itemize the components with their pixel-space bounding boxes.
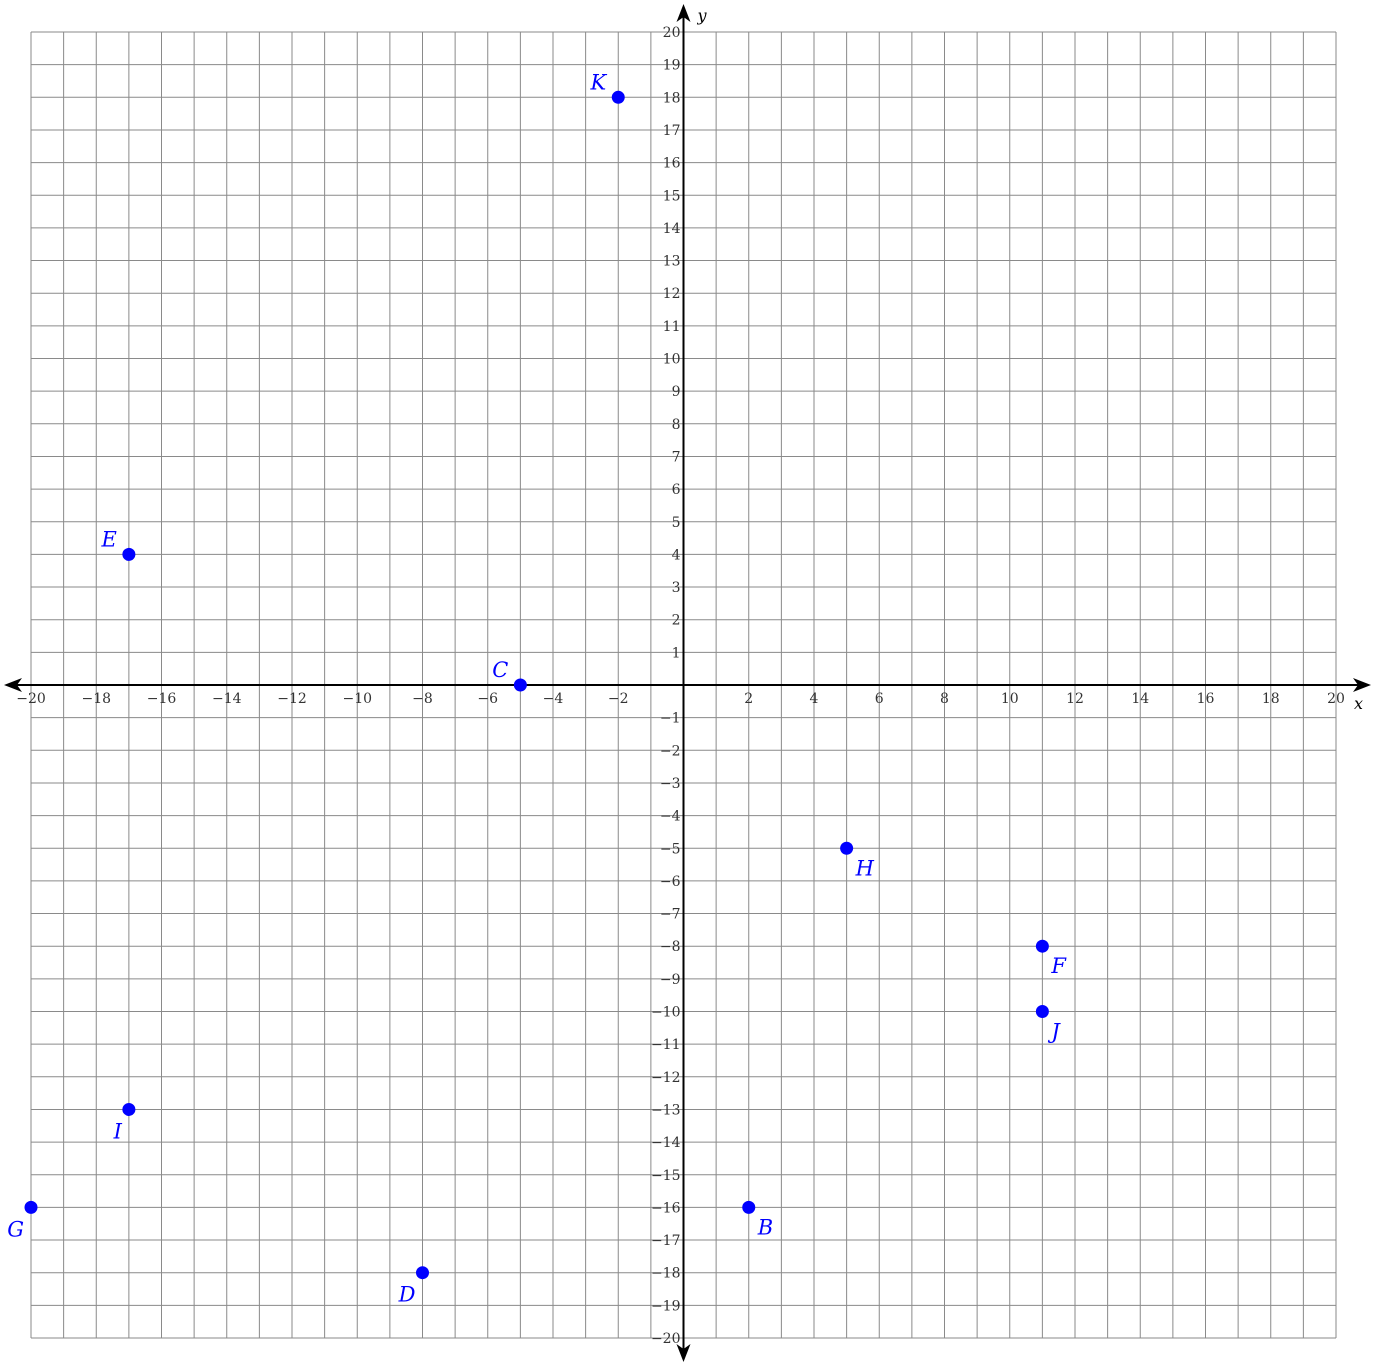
x-tick-label: 12 [1066, 691, 1084, 707]
y-tick-label: −3 [660, 776, 681, 792]
point-label-e: E [101, 527, 117, 551]
y-tick-label: −4 [660, 809, 681, 825]
y-tick-label: −19 [651, 1298, 681, 1314]
x-tick-label: 16 [1197, 691, 1215, 707]
y-tick-label: −5 [660, 841, 681, 857]
x-tick-label: 2 [744, 691, 753, 707]
x-tick-label: 20 [1327, 691, 1345, 707]
y-tick-label: 8 [672, 417, 681, 433]
y-tick-label: 16 [663, 156, 681, 172]
y-tick-label: 9 [672, 384, 681, 400]
data-points: K E C H F J I G B D [7, 70, 1067, 1306]
y-tick-label: −20 [651, 1331, 681, 1347]
point-label-g: G [7, 1217, 24, 1241]
y-tick-label: −16 [651, 1200, 681, 1216]
y-tick-label: −12 [651, 1070, 681, 1086]
axes [4, 4, 1371, 1362]
x-tick-label: 10 [1001, 691, 1019, 707]
x-tick-label: −18 [81, 691, 111, 707]
y-tick-label: 19 [663, 58, 681, 74]
y-tick-label: −15 [651, 1168, 681, 1184]
point-label-d: D [398, 1283, 416, 1307]
point-k [611, 90, 625, 104]
point-h [840, 841, 854, 855]
y-tick-label: 14 [663, 221, 681, 237]
y-tick-label: 15 [663, 188, 681, 204]
point-label-c: C [492, 658, 508, 682]
x-tick-label: 8 [940, 691, 949, 707]
x-tick-label: −16 [147, 691, 177, 707]
y-tick-label: 11 [663, 319, 681, 335]
y-tick-label: −9 [660, 972, 681, 988]
point-f [1035, 939, 1049, 953]
x-tick-label: −20 [16, 691, 46, 707]
y-tick-label: 3 [672, 580, 681, 596]
point-label-i: I [113, 1119, 123, 1143]
point-e [122, 547, 136, 561]
x-axis-left-arrow [4, 678, 22, 692]
x-tick-label: 18 [1262, 691, 1280, 707]
y-tick-label: 2 [672, 613, 681, 629]
x-tick-label: −2 [608, 691, 629, 707]
point-b [742, 1200, 756, 1214]
y-tick-label: −11 [651, 1037, 681, 1053]
x-tick-label: −6 [477, 691, 498, 707]
y-tick-label: −6 [660, 874, 681, 890]
point-i [122, 1102, 136, 1116]
x-tick-label: −8 [412, 691, 433, 707]
x-axis-label: x [1354, 694, 1363, 713]
y-tick-label: −8 [660, 939, 681, 955]
point-label-b: B [757, 1215, 773, 1239]
point-label-h: H [855, 856, 875, 880]
point-c [513, 678, 527, 692]
point-label-f: F [1050, 954, 1067, 978]
y-tick-label: 10 [663, 352, 681, 368]
x-tick-label: 4 [810, 691, 819, 707]
x-tick-label: 14 [1131, 691, 1149, 707]
y-tick-label: 6 [672, 482, 681, 498]
x-tick-label: −10 [342, 691, 372, 707]
x-axis-right-arrow [1353, 678, 1371, 692]
y-tick-label: 13 [663, 254, 681, 270]
y-tick-label: −1 [660, 711, 681, 727]
y-tick-label: 1 [672, 645, 681, 661]
point-label-j: J [1047, 1020, 1061, 1044]
x-tick-label: −12 [277, 691, 307, 707]
y-axis-bottom-arrow [676, 1344, 691, 1362]
y-tick-label: 4 [672, 547, 681, 563]
y-axis-top-arrow [676, 4, 691, 22]
point-j [1035, 1005, 1049, 1018]
point-g [24, 1200, 38, 1214]
x-tick-label: −14 [212, 691, 242, 707]
tick-labels: −20 −18 −16 −14 −12 −10 −8 −6 −4 −2 2 4 6 8 10 12 14 16 18… [16, 25, 1345, 1347]
y-tick-label: 20 [663, 25, 681, 41]
point-label-k: K [590, 70, 608, 94]
y-tick-label: 17 [663, 123, 681, 139]
y-tick-label: 18 [663, 90, 681, 106]
y-tick-label: −2 [660, 743, 681, 759]
x-tick-label: −4 [543, 691, 564, 707]
y-tick-label: −17 [651, 1233, 681, 1249]
x-tick-label: 6 [875, 691, 884, 707]
y-tick-label: −7 [660, 907, 681, 923]
y-tick-label: −10 [651, 1005, 681, 1021]
y-tick-label: 5 [672, 515, 681, 531]
y-tick-label: 7 [672, 449, 681, 465]
y-tick-label: −14 [651, 1135, 681, 1151]
y-axis-label: y [697, 6, 708, 25]
y-tick-label: 12 [663, 286, 681, 302]
y-tick-label: −13 [651, 1102, 681, 1118]
point-d [416, 1266, 429, 1280]
y-tick-label: −18 [651, 1266, 681, 1282]
